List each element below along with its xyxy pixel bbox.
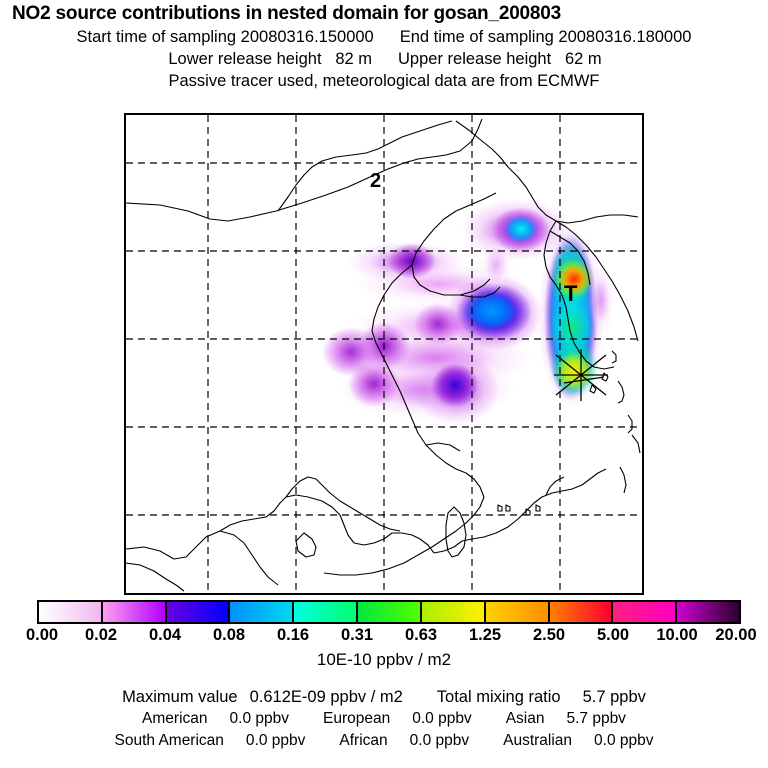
end-time-label: End time of sampling: [399, 28, 554, 46]
plume-blob: [560, 265, 588, 293]
colorbar-tick-label: 0.02: [84, 626, 118, 644]
region-label-south-american: South American: [114, 732, 224, 749]
colorbar-tick-label: 5.00: [596, 626, 630, 644]
plume-blob: [504, 215, 538, 243]
tracer-note-row: Passive tracer used, meteorological data…: [0, 70, 768, 92]
receptor-t-marker: T: [564, 281, 578, 306]
region-label-european: European: [322, 710, 391, 727]
max-value-value: 0.612E-09 ppbv / m2: [249, 688, 403, 706]
region-value-european: 0.0 ppbv: [412, 710, 472, 727]
colorbar-band: [549, 602, 614, 622]
colorbar-tick-label: 10.00: [656, 626, 698, 644]
colorbar-tick-label: 2.50: [532, 626, 566, 644]
colorbar-band: [166, 602, 231, 622]
domain-number-label: 2: [370, 170, 381, 192]
map-inner: 2 T: [126, 115, 642, 593]
footer-row-regions-2: South American 0.0 ppbv African 0.0 ppbv Aus…: [0, 730, 768, 752]
region-value-south-american: 0.0 ppbv: [245, 732, 306, 749]
upper-release-label: Upper release height: [398, 50, 552, 68]
map-gridlines: [126, 115, 642, 593]
max-value-label: Maximum value: [122, 688, 238, 706]
plume-blob: [348, 361, 400, 407]
colorbar-tick-label: 0.00: [25, 626, 59, 644]
colorbar-band: [358, 602, 422, 622]
colorbar: [37, 600, 741, 624]
start-time-label: Start time of sampling: [76, 28, 237, 46]
colorbar-tick-labels: 0.00 0.02 0.04 0.08 0.16 0.31 0.63 1.25 2.50 5.00…: [0, 626, 768, 646]
colorbar-band: [230, 602, 295, 622]
colorbar-band: [39, 602, 103, 622]
region-value-australian: 0.0 ppbv: [594, 732, 654, 749]
region-label-australian: Australian: [503, 732, 573, 749]
colorbar-tick-label: 0.08: [212, 626, 246, 644]
colorbar-band: [421, 602, 486, 622]
header: NO2 source contributions in nested domai…: [0, 0, 768, 92]
sampling-time-row: Start time of sampling 20080316.150000 En…: [0, 26, 768, 48]
region-value-asian: 5.7 ppbv: [566, 710, 626, 727]
region-label-asian: Asian: [505, 710, 545, 727]
colorbar-tick-label: 20.00: [715, 626, 757, 644]
lower-release-label: Lower release height: [168, 50, 322, 68]
tracer-note: Passive tracer used, meteorological data…: [168, 72, 600, 90]
lower-release-value: 82 m: [335, 50, 372, 68]
colorbar-tick-label: 0.31: [340, 626, 374, 644]
coastline-paths: [126, 118, 641, 592]
colorbar-tick-label: 0.63: [404, 626, 438, 644]
region-value-african: 0.0 ppbv: [409, 732, 470, 749]
region-value-american: 0.0 ppbv: [229, 710, 289, 727]
release-site-star-marker: [554, 349, 608, 401]
footer-statistics: Maximum value 0.612E-09 ppbv / m2 Total mi…: [0, 686, 768, 752]
footer-row-max: Maximum value 0.612E-09 ppbv / m2 Total mi…: [0, 686, 768, 708]
colorbar-band: [294, 602, 359, 622]
map-plot-area: 2 T: [124, 113, 644, 595]
map-vector-layer: 2: [126, 115, 642, 593]
colorbar-tick-label: 1.25: [468, 626, 502, 644]
footer-row-regions-1: American 0.0 ppbv European 0.0 ppbv Asian 5.7…: [0, 708, 768, 730]
page-title: NO2 source contributions in nested domai…: [12, 3, 562, 24]
colorbar-band: [613, 602, 678, 622]
start-time-value: 20080316.150000: [240, 28, 374, 46]
region-label-american: American: [142, 710, 208, 727]
colorbar-tick-label: 0.04: [148, 626, 182, 644]
plume-blob: [388, 243, 436, 279]
total-ratio-value: 5.7 ppbv: [582, 688, 646, 706]
total-ratio-label: Total mixing ratio: [436, 688, 561, 706]
end-time-value: 20080316.180000: [558, 28, 692, 46]
plume-blob: [464, 291, 518, 331]
upper-release-value: 62 m: [564, 50, 602, 68]
colorbar-band: [485, 602, 550, 622]
plume-blob: [550, 303, 594, 353]
region-label-african: African: [339, 732, 388, 749]
release-height-row: Lower release height 82 m Upper release h…: [0, 48, 768, 70]
colorbar-band: [677, 602, 739, 622]
colorbar-band: [102, 602, 167, 622]
colorbar-unit-label: 10E-10 ppbv / m2: [316, 650, 452, 669]
colorbar-tick-label: 0.16: [276, 626, 310, 644]
plume-blob: [432, 363, 478, 407]
